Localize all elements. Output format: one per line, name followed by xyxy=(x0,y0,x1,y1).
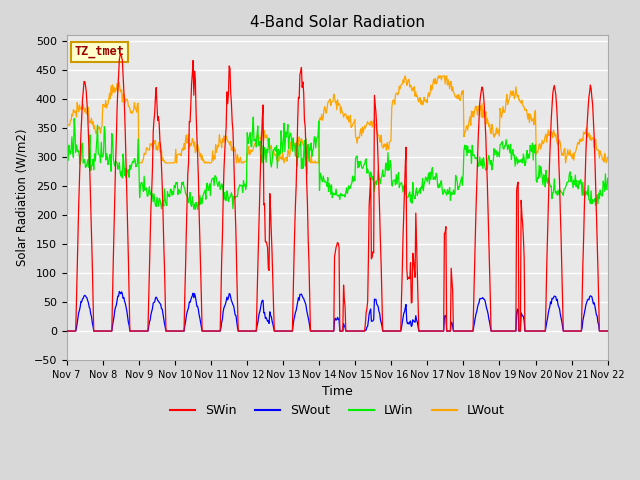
Y-axis label: Solar Radiation (W/m2): Solar Radiation (W/m2) xyxy=(15,129,28,266)
Text: TZ_tmet: TZ_tmet xyxy=(75,45,125,58)
Title: 4-Band Solar Radiation: 4-Band Solar Radiation xyxy=(250,15,425,30)
X-axis label: Time: Time xyxy=(322,385,353,398)
Legend: SWin, SWout, LWin, LWout: SWin, SWout, LWin, LWout xyxy=(164,399,509,422)
